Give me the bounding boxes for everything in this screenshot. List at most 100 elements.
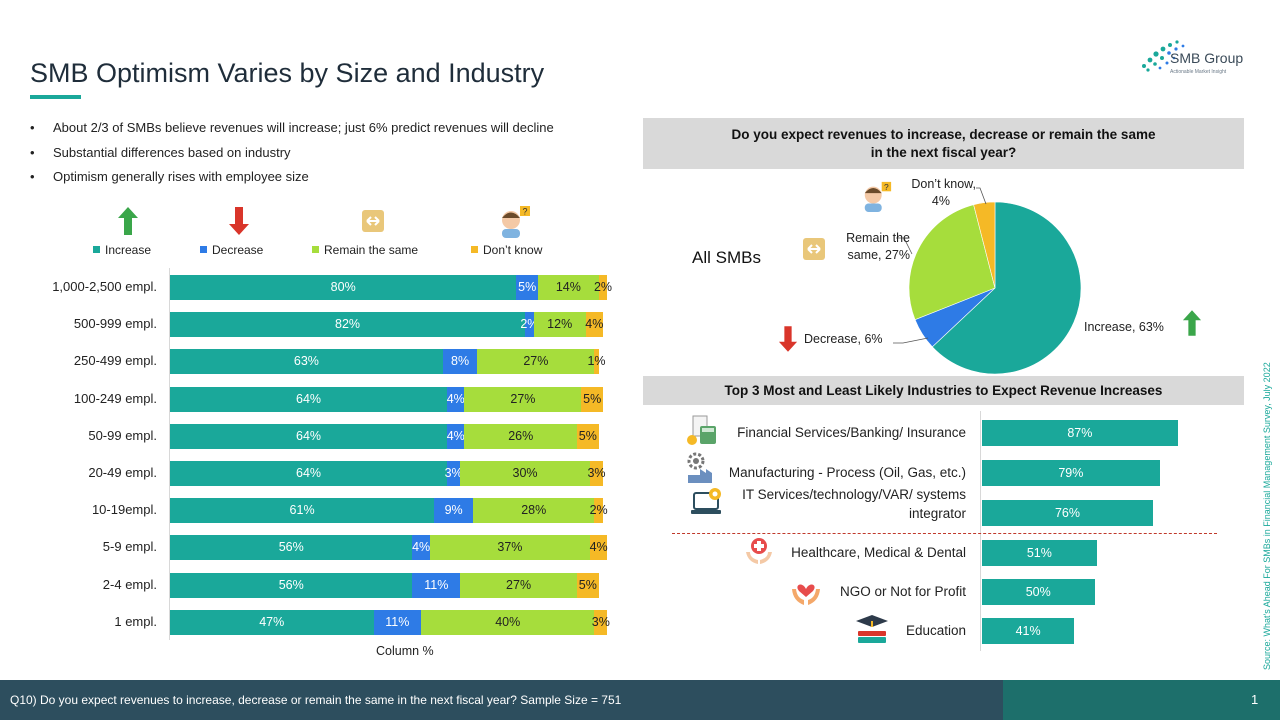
data-label: 3% <box>444 466 463 480</box>
data-label: 5% <box>578 428 597 443</box>
bar-segment <box>170 535 413 561</box>
data-label: 1% <box>587 354 606 369</box>
industry-chart-axis <box>980 411 981 651</box>
industry-label: NGO or Not for Profit <box>840 582 966 601</box>
data-label: 5% <box>583 391 602 406</box>
data-label: 64% <box>296 391 322 406</box>
data-label: 5% <box>578 577 597 592</box>
row-label: 20-49 empl. <box>88 465 157 480</box>
data-label: 9% <box>444 503 463 518</box>
logo-name: SMB Group <box>1170 50 1244 66</box>
bullet-item: Substantial differences based on industr… <box>30 145 554 170</box>
data-label: 8% <box>451 354 470 369</box>
industry-label-line: Healthcare, Medical & Dental <box>791 545 966 560</box>
data-label: 14% <box>555 280 581 294</box>
legend-swatch <box>312 246 319 253</box>
all-smbs-pie-chart <box>908 201 1082 375</box>
bar-segment <box>170 386 448 412</box>
industry-label-line: NGO or Not for Profit <box>839 584 966 599</box>
decrease-arrow-icon <box>229 207 249 235</box>
industry-label: Financial Services/Banking/ Insurance <box>737 423 966 442</box>
row-label: 10-19empl. <box>91 502 157 518</box>
bar-segment <box>590 535 608 561</box>
bar-segment <box>447 423 465 449</box>
data-label: 64% <box>296 466 322 480</box>
bar-segment <box>477 349 595 375</box>
decrease-arrow-icon <box>778 326 798 352</box>
industry-bar: 87% <box>982 420 1178 446</box>
data-label: 64% <box>296 428 322 443</box>
data-label: 12% <box>547 317 573 332</box>
pie-label-decrease: Decrease, 6% <box>804 332 883 346</box>
row-label: 1,000-2,500 empl. <box>52 279 157 294</box>
x-axis-title: Column % <box>376 644 434 658</box>
data-label: 56% <box>278 577 304 592</box>
source-note: Source: What's Ahead For SMBs in Financi… <box>1262 362 1272 670</box>
bar-segment <box>170 423 448 449</box>
industry-bar: 76% <box>982 500 1153 526</box>
data-label: 3% <box>591 614 610 629</box>
bar-segment <box>581 386 603 412</box>
bar-segment <box>447 461 461 486</box>
footer-question-text: Q10) Do you expect revenues to increase,… <box>10 693 622 707</box>
legend-increase: Increase <box>93 243 151 257</box>
bar-segment <box>429 535 590 561</box>
data-label: 3% <box>587 466 606 480</box>
industry-bar: 50% <box>982 579 1095 605</box>
data-label: 27% <box>506 577 532 592</box>
it-services-laptop-icon <box>691 488 721 514</box>
bar-segment <box>373 609 422 635</box>
row-label: 2-4 empl. <box>102 576 157 592</box>
industry-label-line: integrator <box>908 506 966 521</box>
data-label: 26% <box>508 428 534 443</box>
pie-panel-title: Do you expect revenues to increase, decr… <box>731 127 1156 160</box>
bar-segment <box>533 312 586 338</box>
pie-label-dont-know: Don’t know, 4% <box>911 177 976 208</box>
data-label: 61% <box>289 503 315 518</box>
data-label: 27% <box>510 391 536 406</box>
data-label: 11% <box>385 614 410 629</box>
legend-dont-know: Don’t know <box>471 243 542 257</box>
increase-arrow-icon <box>1182 310 1202 336</box>
bar-segment <box>442 349 478 375</box>
data-label: 11% <box>424 577 449 592</box>
bar-segment <box>525 312 534 338</box>
industry-label-line: Financial Services/Banking/ Insurance <box>737 425 966 440</box>
legend-swatch <box>471 246 478 253</box>
page-number: 1 <box>1251 692 1259 707</box>
data-label: 2% <box>589 503 608 518</box>
legend-swatch <box>200 246 207 253</box>
legend-remain-same: Remain the same <box>312 243 418 257</box>
left-chart-axis <box>169 268 170 640</box>
bar-segment <box>447 386 465 412</box>
bar-segment <box>460 572 578 598</box>
title-underline <box>30 95 81 99</box>
employee-size-stacked-bar-chart: 1,000-2,500 empl. 80% 5% 14% 2% 500-999 empl.… <box>0 0 640 680</box>
bullet-item: Optimism generally rises with employee s… <box>30 169 554 194</box>
industry-label-line: Manufacturing - Process (Oil, Gas, etc.) <box>728 465 966 480</box>
pie-label-increase: Increase, 63% <box>1084 320 1164 334</box>
ngo-heart-hands-icon <box>792 584 820 605</box>
data-label: 63% <box>293 354 319 369</box>
industry-bar: 79% <box>982 460 1160 486</box>
increase-arrow-icon <box>118 207 138 235</box>
data-label: 5% <box>518 280 537 294</box>
industry-bar: 51% <box>982 540 1097 566</box>
pie-subtitle: All SMBs <box>692 248 761 267</box>
row-label: 1 empl. <box>114 613 157 629</box>
bar-segment <box>590 461 603 486</box>
bar-segment <box>473 498 595 524</box>
data-label: 28% <box>521 503 547 518</box>
logo-tagline: Actionable Market Insight <box>1170 69 1227 75</box>
bar-segment <box>538 275 599 300</box>
bar-segment <box>170 461 448 486</box>
bar-segment <box>421 609 595 635</box>
healthcare-hands-icon <box>746 538 772 564</box>
data-label: 47% <box>259 614 285 629</box>
industry-panel-header: Top 3 Most and Least Likely Industries t… <box>643 376 1244 405</box>
remain-same-icon <box>362 210 384 232</box>
data-label: 4% <box>446 428 465 443</box>
manufacturing-gears-icon <box>687 452 712 483</box>
row-label: 5-9 empl. <box>102 539 157 555</box>
pie-slice <box>931 201 1082 375</box>
